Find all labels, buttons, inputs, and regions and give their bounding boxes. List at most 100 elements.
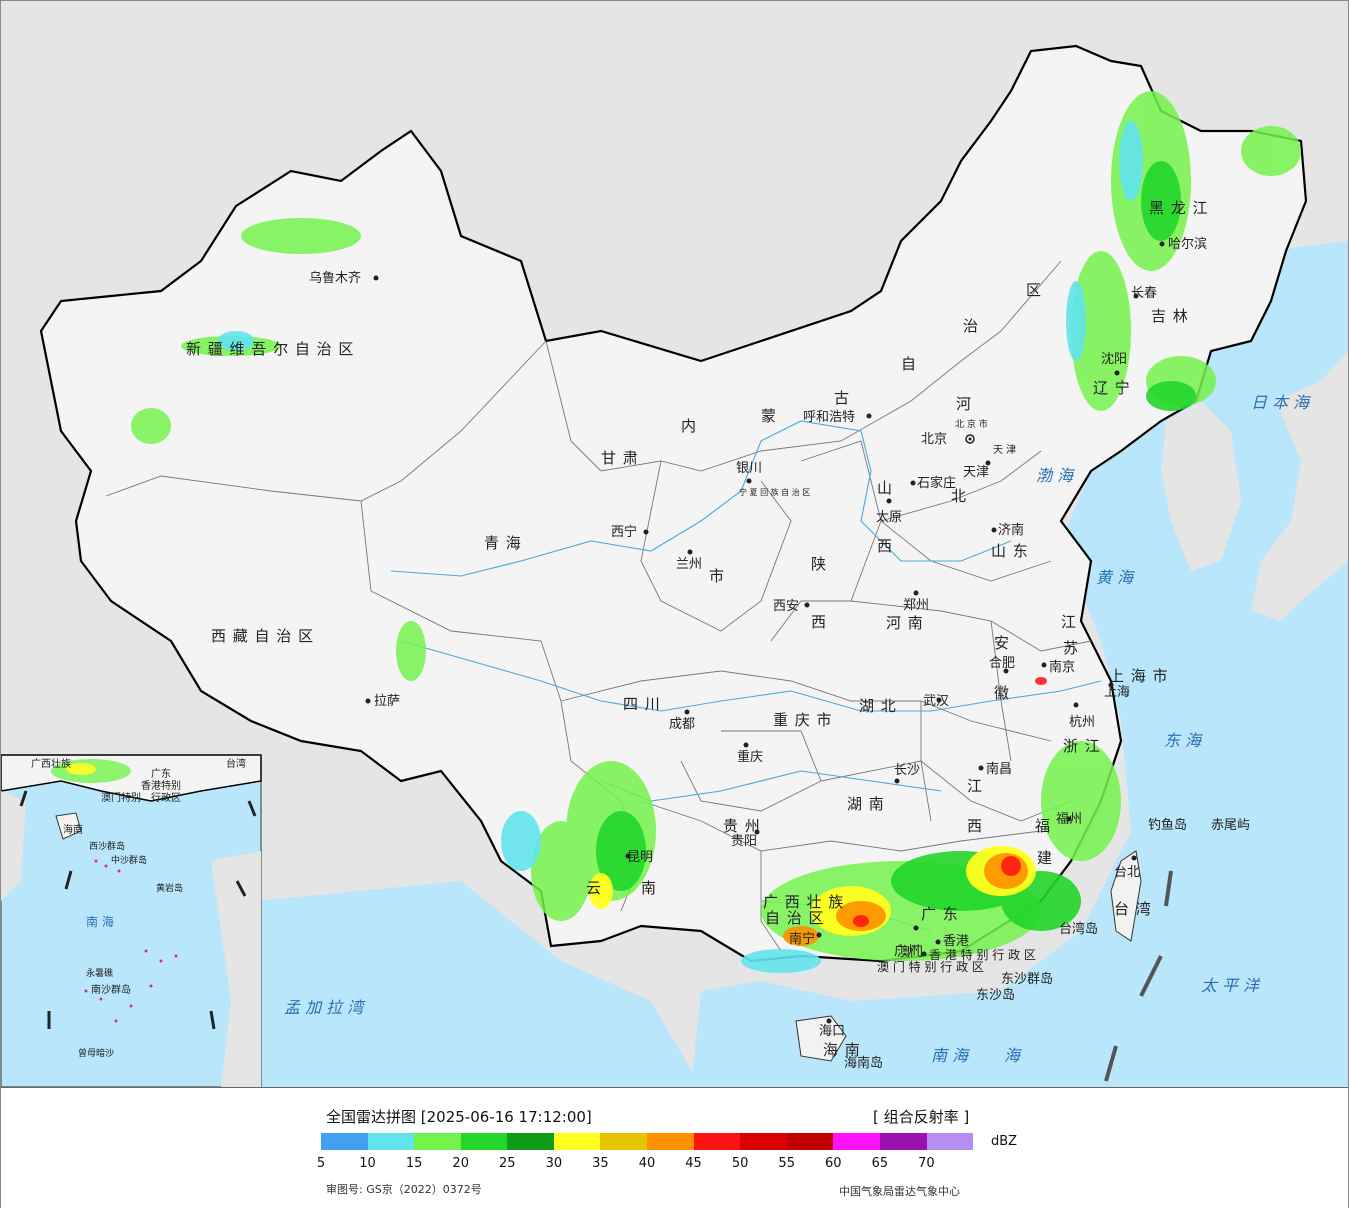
- city-guangzhou: 广州: [894, 944, 920, 959]
- product-name: [ 组合反射率 ]: [873, 1108, 970, 1126]
- city-macao: 澳门: [897, 944, 923, 960]
- label-bei: 北: [951, 487, 967, 505]
- label-hui: 徽: [994, 684, 1010, 702]
- color-scale-bar: [321, 1133, 974, 1150]
- svg-text:曾母暗沙: 曾母暗沙: [78, 1047, 114, 1059]
- svg-text:东 海: 东 海: [1164, 731, 1203, 750]
- china-landmass: [39, 44, 1308, 963]
- svg-text:钓鱼岛: 钓鱼岛: [1148, 817, 1187, 833]
- scale-tick: 55: [778, 1156, 795, 1171]
- svg-text:澳门特别: 澳门特别: [101, 791, 141, 804]
- city-hongkong: 香港: [943, 934, 969, 949]
- city-labels: 乌鲁木齐 拉萨 西宁 兰州 银川 呼和浩特 北京 天津 石家庄 太原 济南 郑州…: [309, 236, 1207, 1039]
- scale-tick: 70: [918, 1156, 935, 1171]
- bay-of-bengal: [256, 881, 701, 1087]
- svg-text:南 海: 南 海: [86, 914, 114, 929]
- scale-tick: 30: [545, 1156, 563, 1171]
- city-shenyang: 沈阳: [1101, 352, 1127, 367]
- svg-text:中沙群岛: 中沙群岛: [111, 854, 147, 866]
- label-hubei: 湖 北: [859, 697, 897, 715]
- label-yun: 云: [586, 879, 602, 897]
- scale-tick: 45: [685, 1156, 702, 1171]
- city-shanghai: 上海: [1104, 685, 1130, 700]
- city-tianjin: 天津: [963, 465, 989, 480]
- svg-text:海: 海: [1004, 1046, 1022, 1065]
- city-taiyuan: 太原: [876, 510, 902, 525]
- city-taipei: 台北: [1114, 865, 1140, 880]
- south-china-sea-inset: 广西壮族 广东 台湾 香港特别 澳门特别 行政区 海南 西沙群岛 中沙群岛 黄岩…: [1, 754, 262, 1087]
- svg-text:东沙群岛: 东沙群岛: [1001, 971, 1053, 987]
- city-beijing: 北京: [921, 432, 947, 447]
- city-markers: [365, 241, 1165, 1024]
- city-chongqing: 重庆: [737, 749, 763, 765]
- scale-tick: 20: [452, 1156, 469, 1171]
- label-gansu: 甘 肃: [601, 449, 639, 467]
- label-zhejiang: 浙 江: [1063, 737, 1101, 755]
- source-agency: 中国气象局雷达气象中心: [839, 1185, 960, 1198]
- color-swatch: [507, 1133, 554, 1150]
- color-swatch: [553, 1133, 601, 1150]
- china-radar-map[interactable]: 新 疆 维 吾 尔 自 治 区 西 藏 自 治 区 青 海 甘 肃 内 蒙 古 …: [1, 1, 1348, 1087]
- label-sichuan: 四 川: [623, 695, 661, 713]
- city-wuhan: 武汉: [923, 694, 949, 709]
- color-swatch: [740, 1133, 787, 1150]
- city-kunming: 昆明: [627, 850, 653, 865]
- label-jilin: 吉 林: [1151, 307, 1189, 325]
- svg-text:东沙岛: 东沙岛: [976, 987, 1015, 1003]
- color-swatch: [414, 1133, 461, 1150]
- color-swatch: [600, 1133, 648, 1150]
- city-lhasa: 拉萨: [374, 694, 400, 709]
- svg-text:台湾岛: 台湾岛: [1059, 921, 1098, 937]
- taiwan-island: [1110, 850, 1142, 942]
- label-he: 河: [956, 395, 972, 413]
- svg-text:广东: 广东: [151, 767, 171, 780]
- svg-text:南 海: 南 海: [931, 1046, 970, 1065]
- svg-text:太 平 洋: 太 平 洋: [1201, 976, 1261, 995]
- scale-tick: 5: [316, 1156, 326, 1171]
- label-xinjiang: 新 疆 维 吾 尔 自 治 区: [186, 340, 354, 358]
- label-an: 安: [994, 634, 1010, 652]
- city-nanjing: 南京: [1049, 659, 1075, 675]
- svg-text:赤尾屿: 赤尾屿: [1211, 818, 1250, 833]
- svg-text:日 本 海: 日 本 海: [1251, 393, 1311, 412]
- label-guangxi: 广 西 壮 族: [763, 893, 844, 911]
- svg-text:南沙群岛: 南沙群岛: [91, 983, 131, 996]
- svg-text:行政区: 行政区: [151, 791, 181, 804]
- scale-tick: 35: [592, 1156, 609, 1171]
- label-qinghai: 青 海: [484, 534, 522, 552]
- legend-panel: 全国雷达拼图 [2025-06-16 17:12:00] [ 组合反射率 ] 5…: [1, 1087, 1348, 1208]
- scale-tick: 50: [731, 1156, 749, 1171]
- city-lanzhou: 兰州: [676, 557, 702, 572]
- scale-tick: 60: [825, 1156, 842, 1171]
- unit-label: dBZ: [991, 1134, 1018, 1149]
- city-changsha: 长沙: [894, 763, 920, 778]
- korea-peninsula: [1161, 401, 1241, 571]
- color-swatch: [460, 1133, 508, 1150]
- city-urumqi: 乌鲁木齐: [309, 270, 361, 286]
- label-shanghai-shi: 上 海 市: [1109, 667, 1169, 685]
- hainan-island: [795, 1015, 847, 1062]
- city-fuzhou: 福州: [1056, 812, 1082, 827]
- color-swatch: [926, 1133, 974, 1150]
- scale-tick: 65: [871, 1156, 889, 1171]
- color-swatch: [879, 1133, 927, 1150]
- label-qu: 区: [1026, 281, 1042, 299]
- label-hainan: 海 南: [823, 1041, 861, 1059]
- label-xizang: 西 藏 自 治 区: [211, 627, 314, 645]
- label-nei: 内: [681, 417, 697, 435]
- color-swatch: [693, 1133, 741, 1150]
- svg-text:西沙群岛: 西沙群岛: [89, 840, 125, 852]
- svg-text:黄岩岛: 黄岩岛: [156, 882, 183, 894]
- label-jiang-js: 江: [1061, 613, 1077, 631]
- city-harbin: 哈尔滨: [1168, 236, 1207, 252]
- color-swatch: [367, 1133, 415, 1150]
- svg-text:海南岛: 海南岛: [844, 1055, 883, 1071]
- svg-text:永暑礁: 永暑礁: [86, 967, 113, 979]
- city-jinan: 济南: [998, 522, 1024, 538]
- nine-dash-line: [1104, 870, 1173, 1082]
- label-zi: 自: [901, 355, 917, 373]
- city-hangzhou: 杭州: [1069, 715, 1095, 730]
- city-chengdu: 成都: [669, 717, 695, 732]
- city-hefei: 合肥: [989, 656, 1015, 671]
